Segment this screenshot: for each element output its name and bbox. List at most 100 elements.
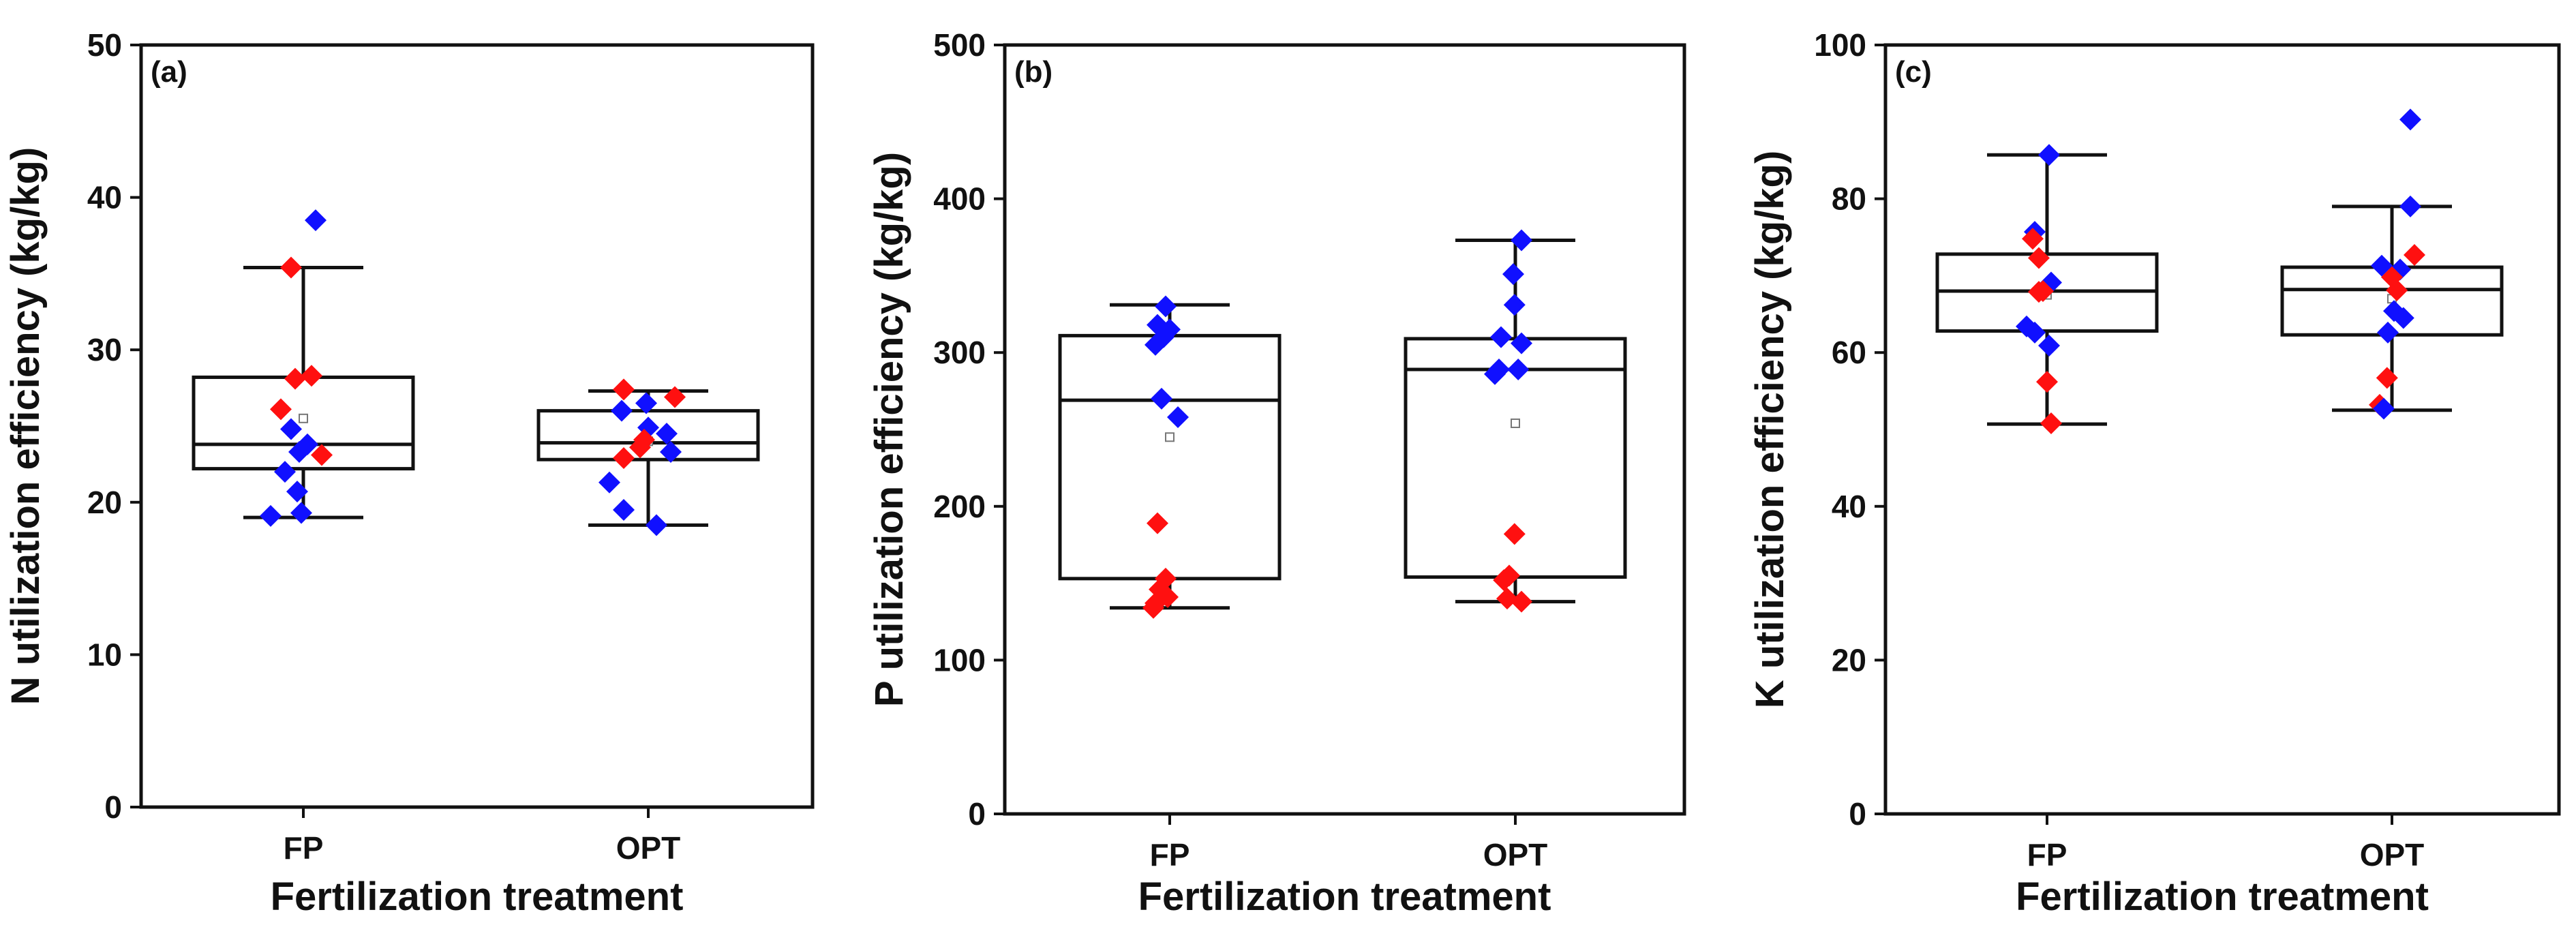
data-point-red [2022,228,2044,250]
data-point-red [311,444,333,466]
x-tick-label: OPT [616,830,681,866]
data-point-blue [1507,359,1530,381]
y-tick-label: 0 [1849,796,1866,832]
data-point-blue [290,502,312,524]
plot-frame [139,43,815,809]
data-point-red [1503,523,1526,545]
panel-label: (a) [151,55,187,89]
box-opt [1404,229,1627,613]
data-point-blue [2024,321,2046,344]
y-axis-title: P utilization efficiency (kg/kg) [867,152,911,707]
data-point-blue [656,423,678,445]
y-tick-label: 20 [1832,642,1866,678]
data-point-red [1496,588,1518,610]
data-point-blue [2399,108,2421,131]
x-tick-label: FP [284,830,324,866]
data-point-red [2386,279,2408,301]
data-point-blue [1484,363,1506,385]
box-fp [1935,144,2159,434]
x-axis-title: Fertilization treatment [1138,875,1551,919]
data-point-blue [1511,229,1532,252]
y-axis-title: N utilization efficiency (kg/kg) [3,147,48,706]
data-point-blue [1145,333,1166,356]
data-point-blue [288,441,310,464]
y-tick-label: 80 [1832,181,1866,217]
y-tick-label: 0 [104,789,122,825]
mean-marker [1511,418,1520,428]
data-point-red [301,365,322,387]
panel-label: (b) [1014,55,1052,89]
y-tick-label: 400 [933,181,986,217]
box-opt [2280,108,2504,420]
data-point-blue [1511,332,1532,354]
y-tick-label: 20 [87,485,122,520]
data-point-blue [1502,263,1524,286]
y-tick-label: 0 [968,796,986,832]
plot-frame [1883,43,2561,816]
data-point-red [629,436,651,459]
data-point-blue [1503,294,1526,316]
data-point-blue [274,461,296,483]
data-point-red [613,446,635,469]
y-tick-label: 60 [1832,335,1866,370]
y-tick-label: 10 [87,637,122,672]
y-tick-label: 50 [87,27,122,63]
data-point-blue [660,441,682,464]
panel-label: (c) [1895,55,1932,89]
y-tick-label: 200 [933,489,986,524]
data-point-blue [286,481,308,503]
chart-panel-2: 0 100 200 300 400 500 FP OPT (b) Fertilization tr… [867,27,1686,919]
x-tick-label: OPT [1483,837,1548,873]
y-tick-label: 300 [933,335,986,370]
data-point-blue [2392,307,2414,329]
chart-panel-1: 0 10 20 30 40 50 FP OPT (a) Fertilization treatme… [3,27,815,919]
data-point-red [2376,367,2398,389]
data-point-blue [598,471,620,494]
data-point-red [2040,412,2062,434]
chart-panel-3: 0 20 40 60 80 100 FP OPT (c) Fertilization treatm… [1748,27,2561,919]
y-axis-title: K utilization efficiency (kg/kg) [1748,151,1792,709]
data-point-blue [646,514,667,536]
x-tick-label: FP [2027,837,2067,873]
data-point-blue [2038,335,2060,357]
data-point-blue [2373,397,2395,420]
y-tick-label: 500 [933,27,986,63]
mean-marker [1165,432,1175,442]
data-point-blue [2399,195,2421,217]
y-tick-label: 40 [1832,489,1866,524]
data-point-red [280,256,302,279]
data-point-red [1147,512,1168,534]
x-tick-label: OPT [2360,837,2425,873]
y-tick-label: 30 [87,332,122,367]
data-point-red [2036,371,2058,393]
data-point-red [2404,243,2425,266]
data-point-red [664,386,686,408]
data-point-blue [613,498,635,521]
data-point-blue [1155,295,1177,318]
data-point-red [1142,596,1164,619]
box-opt [536,378,760,536]
data-point-blue [280,418,302,440]
y-tick-label: 40 [87,180,122,215]
data-point-blue [2038,144,2060,166]
mean-marker [299,413,308,423]
data-point-blue [1490,326,1512,348]
iqr-box [1058,333,1282,581]
data-point-blue [1167,406,1189,428]
x-axis-title: Fertilization treatment [2016,875,2429,919]
y-tick-label: 100 [1814,27,1866,63]
data-point-red [2028,281,2050,303]
data-point-red [284,367,306,390]
data-point-blue [260,504,282,527]
x-tick-label: FP [1150,837,1190,873]
data-point-red [613,378,635,401]
data-point-blue [611,399,633,422]
box-fp [1058,295,1282,619]
data-point-blue [305,209,327,232]
x-axis-title: Fertilization treatment [271,875,684,919]
data-point-red [2028,247,2050,269]
data-point-blue [2377,321,2399,344]
data-point-blue [1151,387,1172,410]
data-point-red [1493,569,1515,592]
